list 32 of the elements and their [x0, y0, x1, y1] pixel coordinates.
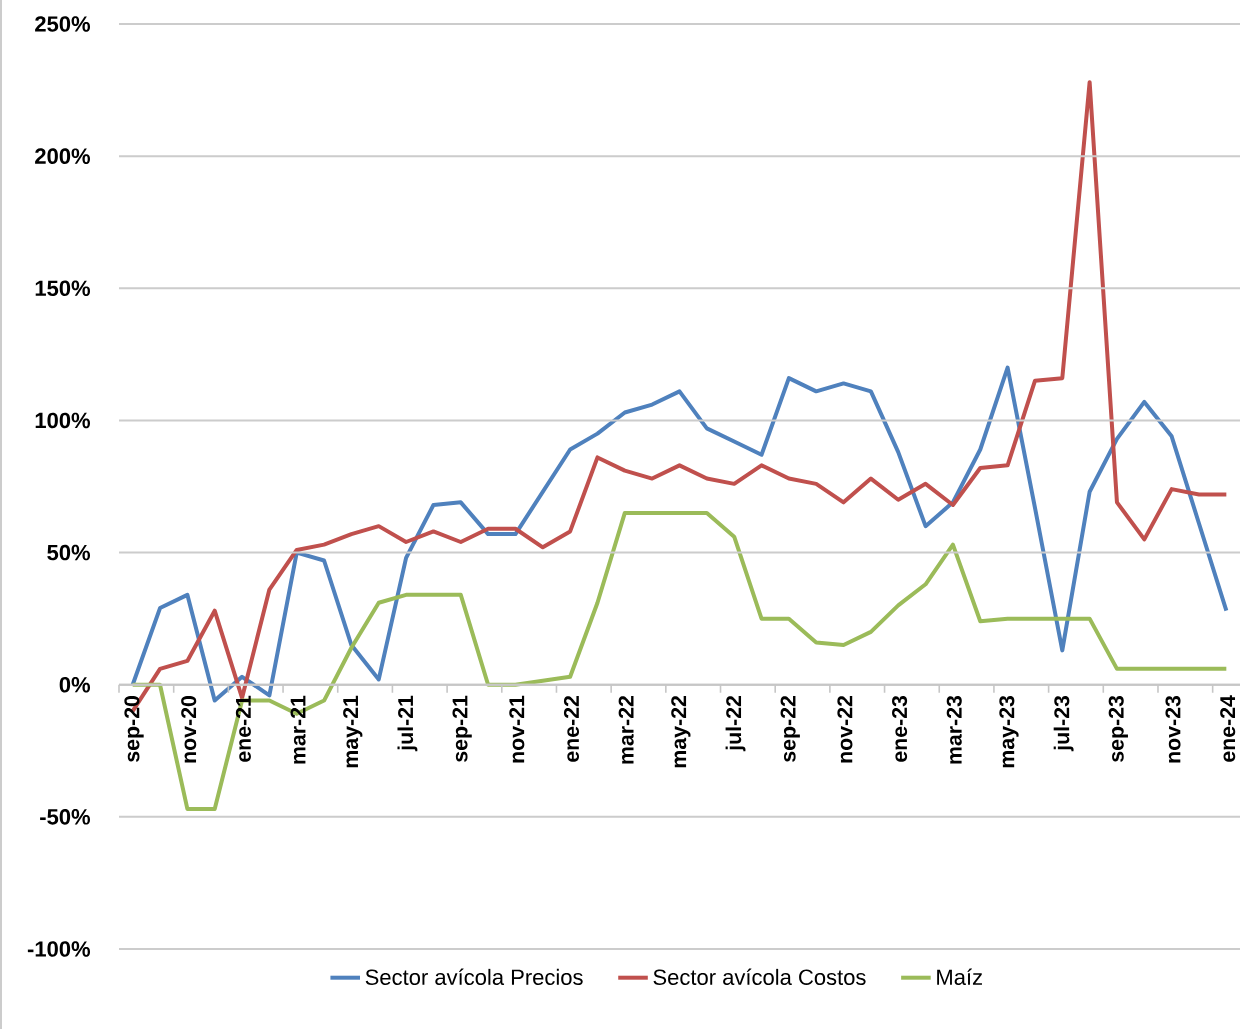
- x-tick-label: ene-24: [1220, 695, 1236, 762]
- legend-label: Sector avícola Precios: [365, 968, 583, 986]
- y-tick-label: 50%: [47, 544, 91, 561]
- legend-label: Maíz: [937, 968, 982, 986]
- y-tick-label: 250%: [35, 16, 91, 32]
- x-tick-label: mar-23: [946, 695, 962, 764]
- x-tick-label: may-23: [999, 695, 1019, 768]
- x-tick-label: mar-22: [618, 695, 634, 764]
- x-tick-label: ene-23: [892, 695, 908, 762]
- x-tick-label: sep-22: [780, 695, 800, 762]
- x-tick-label: jul-22: [725, 695, 746, 752]
- y-tick-label: 0%: [59, 676, 91, 693]
- x-tick-label: ene-22: [563, 695, 580, 762]
- y-tick-label: -50%: [40, 809, 91, 825]
- x-tick-label: jul-21: [397, 695, 418, 752]
- x-tick-label: nov-21: [509, 695, 525, 763]
- x-tick-label: nov-22: [837, 695, 853, 763]
- x-tick-label: nov-23: [1165, 695, 1181, 763]
- x-tick-label: sep-20: [124, 696, 144, 762]
- x-tick-label: jul-23: [1053, 695, 1074, 752]
- x-tick-label: nov-20: [181, 696, 197, 763]
- x-tick-label: may-21: [343, 695, 363, 768]
- y-tick-label: 200%: [35, 148, 91, 164]
- x-tick-label: ene-21: [235, 695, 251, 762]
- x-tick-label: sep-23: [1108, 695, 1128, 762]
- y-tick-label: 100%: [35, 412, 91, 429]
- legend-label: Sector avícola Costos: [653, 968, 866, 986]
- x-tick-label: sep-21: [452, 695, 472, 762]
- y-tick-label: 150%: [35, 280, 91, 297]
- x-tick-label: mar-21: [290, 695, 306, 764]
- x-tick-label: may-22: [671, 695, 691, 768]
- y-tick-label: -100%: [27, 941, 91, 957]
